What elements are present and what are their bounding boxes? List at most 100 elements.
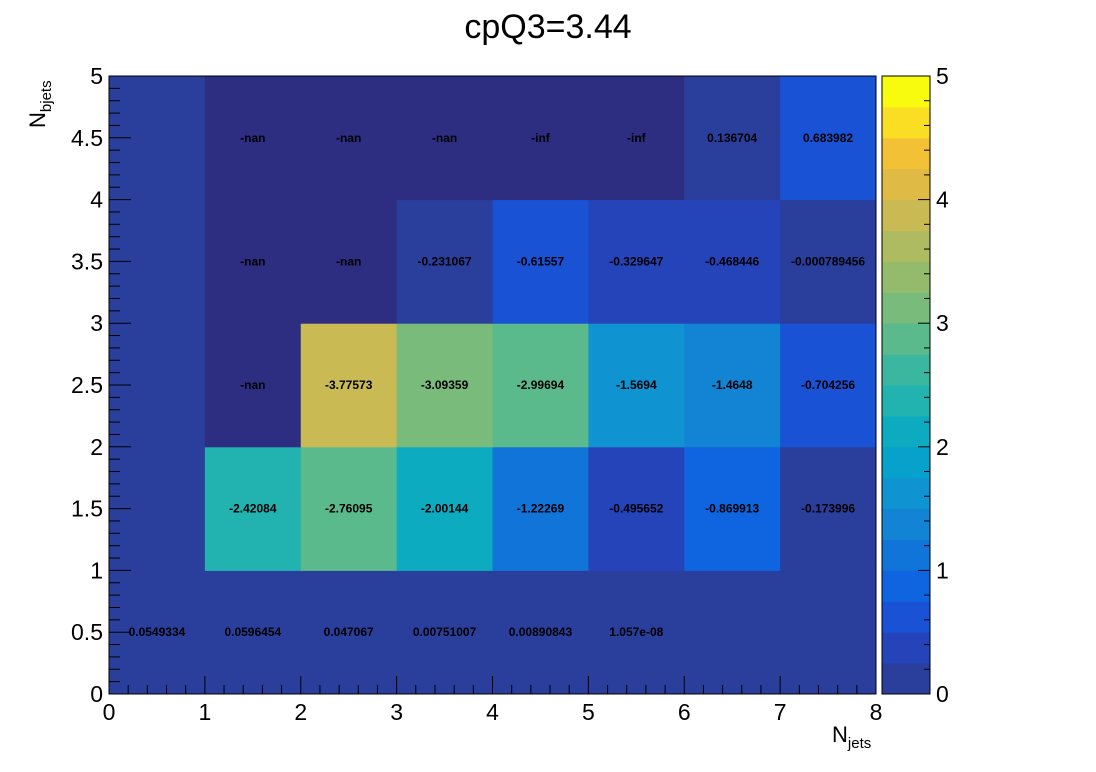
heatmap-cell-x4-y3: [492, 199, 589, 324]
y-tick-label: 2: [90, 434, 103, 460]
x-tick-label: 6: [678, 699, 691, 725]
x-tick-label: 5: [582, 699, 595, 725]
cell-value-label: -0.704256: [801, 378, 855, 392]
cell-value-label: 0.136704: [707, 131, 757, 145]
cell-value-label: -nan: [240, 131, 265, 145]
x-axis-title: Njets: [832, 722, 871, 752]
y-tick-label: 4.5: [71, 125, 103, 151]
cell-value-label: 0.0549334: [129, 625, 186, 639]
x-tick-label: 3: [390, 699, 403, 725]
x-tick-label: 8: [870, 699, 883, 725]
heatmap-cell-x3-y4: [396, 76, 493, 201]
y-tick-label: 3.5: [71, 248, 103, 274]
heatmap-cell-x6-y4: [684, 76, 781, 201]
heatmap-cell-x3-y3: [396, 199, 493, 324]
heatmap-cell-x1-y1: [204, 446, 302, 571]
cell-value-label: -3.77573: [325, 378, 373, 392]
colorbar-segment: [882, 292, 930, 324]
colorbar-segment: [882, 415, 930, 448]
heatmap-cell-x7-y0: [780, 570, 877, 695]
heatmap-cell-x2-y0: [300, 570, 398, 695]
colorbar-segment: [882, 570, 930, 602]
y-tick-label: 1.5: [71, 496, 103, 522]
cell-value-label: 0.00890843: [509, 625, 573, 639]
cell-value-label: -0.495652: [609, 502, 663, 516]
heatmap-cell-x3-y2: [396, 323, 493, 448]
heatmap-cell-x2-y3: [300, 199, 398, 324]
heatmap-cell-x3-y0: [396, 570, 493, 695]
heatmap-cell-x1-y0: [204, 570, 302, 695]
heatmap-cell-x2-y2: [300, 323, 398, 448]
colorbar-segment: [882, 385, 930, 417]
heatmap-cell-x2-y1: [300, 446, 398, 571]
cell-value-label: -nan: [432, 131, 457, 145]
colorbar-segment: [882, 601, 930, 633]
color-scale-bar: 0 1 2 3 4 5: [881, 63, 949, 707]
cell-value-label: -nan: [336, 131, 361, 145]
x-tick-label: 2: [294, 699, 307, 725]
heatmap-cell-x6-y1: [684, 446, 781, 571]
colorbar-segment: [882, 663, 930, 695]
colorbar-segment: [882, 137, 930, 170]
colorbar-segment: [882, 477, 930, 510]
colorbar-tick-label: 1: [936, 557, 949, 583]
heatmap-cell-x7-y2: [780, 323, 877, 448]
x-tick-label: 4: [486, 699, 499, 725]
colorbar-border: [881, 75, 931, 695]
heatmap-cell-x7-y1: [780, 446, 877, 571]
heatmap-cell-x3-y1: [396, 446, 493, 571]
heatmap-cell-x1-y4: [204, 76, 302, 201]
heatmap-cell-x4-y4: [492, 76, 589, 201]
y-axis-title-sub: bjets: [38, 80, 55, 112]
colorbar-segment: [882, 76, 930, 108]
colorbar-segment: [882, 446, 930, 479]
heatmap-cell-x7-y4: [780, 76, 877, 201]
heatmap-cell-x6-y0: [684, 570, 781, 695]
heatmap-cell-x5-y4: [588, 76, 685, 201]
heatmap-cell-x4-y0: [492, 570, 589, 695]
cell-value-label: -2.00144: [421, 502, 469, 516]
heatmap-cell-x7-y3: [780, 199, 877, 324]
colorbar-segment: [882, 199, 930, 231]
colorbar-tick-label: 5: [936, 63, 949, 89]
colorbar-tick-label: 2: [936, 434, 949, 460]
heatmap-cell-x1-y2: [204, 323, 302, 448]
heatmap-cell-x4-y2: [492, 323, 589, 448]
cell-value-label: -2.99694: [517, 378, 565, 392]
heatmap-cell-x2-y4: [300, 76, 398, 201]
cell-value-label: -nan: [240, 378, 265, 392]
cell-value-label: 0.683982: [803, 131, 853, 145]
cell-value-label: -inf: [627, 131, 647, 145]
cell-value-label: -0.000789456: [791, 254, 865, 268]
heatmap-cell-x6-y2: [684, 323, 781, 448]
heatmap-cell-x4-y1: [492, 446, 589, 571]
x-tick-label: 1: [198, 699, 211, 725]
cell-value-label: -0.468446: [705, 254, 759, 268]
cell-value-label: 0.047067: [324, 625, 374, 639]
cell-value-label: -2.76095: [325, 502, 373, 516]
cell-value-label: 0.0596454: [224, 625, 281, 639]
heatmap-cell-x5-y2: [588, 323, 685, 448]
colorbar-tick-label: 4: [936, 187, 949, 213]
heatmap-cell-x5-y1: [588, 446, 685, 571]
colorbar-segment: [882, 508, 930, 540]
colorbar-segment: [882, 230, 930, 262]
x-axis-title-sub: jets: [847, 735, 871, 752]
cell-value-label: -0.173996: [801, 502, 855, 516]
cell-value-label: -nan: [336, 254, 361, 268]
cell-value-label: -nan: [240, 254, 265, 268]
heatmap-cell-x6-y3: [684, 199, 781, 324]
colorbar-segment: [882, 539, 930, 571]
heatmap-cells: [109, 76, 877, 695]
cell-value-label: -2.42084: [229, 502, 277, 516]
cell-value-label: -3.09359: [421, 378, 469, 392]
cell-value-label: -1.22269: [517, 502, 565, 516]
y-axis: 0 0.5 1 1.5 2 2.5 3 3.5 4 4.5 5: [71, 63, 131, 707]
colorbar-segment: [882, 632, 930, 664]
colorbar-segment: [882, 261, 930, 293]
cell-value-label: -0.869913: [705, 502, 759, 516]
y-axis-title: Nbjets: [25, 80, 55, 128]
cell-value-label: 0.00751007: [413, 625, 477, 639]
heatmap-cell-x1-y3: [204, 199, 302, 324]
cell-value-label: -inf: [531, 131, 551, 145]
